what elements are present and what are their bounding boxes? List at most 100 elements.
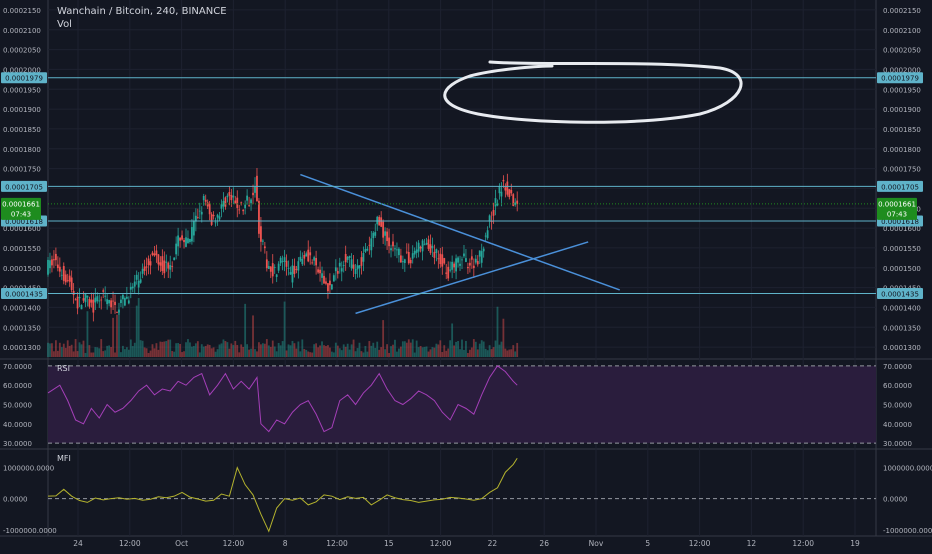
candle-body — [329, 280, 331, 286]
candle-body — [461, 259, 463, 261]
volume-bar — [502, 318, 505, 357]
candle-body — [114, 301, 116, 306]
candle-body — [120, 299, 122, 304]
volume-bar — [68, 345, 71, 357]
candle-body — [447, 266, 450, 279]
candle-body — [47, 259, 49, 275]
volume-bar — [125, 347, 128, 357]
volume-bar — [287, 344, 290, 357]
y-tick-label-left: 0.0001850 — [3, 126, 41, 134]
x-tick-label: 12:00 — [792, 539, 814, 548]
volume-bar — [275, 351, 278, 357]
volume-bar — [510, 349, 513, 357]
volume-bar — [514, 351, 517, 357]
volume-bar — [279, 345, 282, 357]
volume-bar — [506, 350, 509, 357]
candle-body — [321, 273, 323, 278]
candle-body — [465, 258, 467, 262]
volume-bar — [214, 351, 217, 357]
volume-bar — [368, 341, 371, 357]
current-price-label-right: 0.0001661 — [878, 200, 916, 208]
candle-body — [258, 200, 260, 234]
candle-body — [352, 264, 355, 269]
volume-bar — [317, 347, 319, 357]
candle-body — [72, 290, 75, 296]
volume-bar — [313, 344, 316, 357]
rsi-tick-right: 60.0000 — [883, 382, 912, 390]
volume-bar — [289, 345, 292, 357]
y-tick-label-left: 0.0001600 — [3, 225, 41, 233]
candle-body — [492, 209, 495, 216]
volume-bar — [181, 352, 183, 357]
mfi-line — [47, 457, 518, 533]
candle-body — [384, 231, 387, 236]
candle-body — [267, 266, 270, 269]
candle-body — [261, 240, 264, 242]
candle-body — [488, 215, 491, 222]
volume-bar — [191, 346, 193, 357]
volume-bar — [51, 343, 53, 357]
volume-bar — [354, 351, 357, 357]
y-tick-label-right: 0.0001400 — [883, 304, 921, 312]
candle-body — [390, 248, 392, 251]
volume-bar — [364, 345, 367, 357]
candle-body — [401, 261, 404, 263]
price-level-badge-left — [1, 288, 47, 300]
candle-body — [256, 175, 258, 202]
volume-bar — [236, 345, 239, 357]
candle-body — [411, 253, 414, 259]
volume-bar — [512, 345, 515, 357]
y-tick-label-left: 0.0001400 — [3, 304, 41, 312]
x-tick-label: 19 — [850, 539, 860, 548]
candle-body — [356, 265, 359, 270]
candle-body — [311, 262, 314, 264]
volume-bar — [415, 340, 418, 357]
candle-body — [62, 266, 65, 281]
volume-bar — [198, 352, 201, 357]
volume-bar — [472, 339, 475, 357]
candle-body — [451, 261, 454, 270]
volume-bar — [336, 345, 339, 357]
x-tick-label: Nov — [589, 539, 604, 548]
volume-bar — [451, 323, 454, 357]
candle-body — [388, 237, 390, 247]
volume-bar — [133, 342, 136, 357]
volume-bar — [74, 339, 77, 357]
candle-body — [167, 262, 170, 269]
symbol-title: Wanchain / Bitcoin, 240, BINANCE — [57, 6, 227, 17]
volume-bar — [321, 341, 323, 357]
volume-bar — [208, 344, 211, 357]
volume-bar — [388, 352, 390, 357]
candle-body — [289, 272, 292, 275]
candle-body — [232, 195, 235, 198]
candle-body — [86, 295, 89, 298]
candle-body — [60, 274, 63, 276]
volume-bar — [118, 311, 120, 357]
candle-body — [502, 179, 505, 182]
volume-bar — [204, 346, 207, 357]
mfi-tick-left: 1000000.0000 — [3, 465, 54, 473]
candle-body — [56, 264, 59, 269]
candle-body — [214, 222, 217, 224]
volume-bar — [250, 348, 252, 357]
price-level-badge-right — [877, 72, 923, 84]
volume-bar — [358, 342, 361, 357]
candle-body — [137, 280, 140, 288]
volume-bar — [504, 348, 507, 357]
volume-bar — [384, 349, 387, 357]
candle-body — [129, 286, 132, 290]
candle-body — [516, 200, 519, 204]
candle-body — [392, 241, 394, 247]
candle-body — [467, 266, 469, 269]
volume-bar — [70, 344, 73, 357]
candle-body — [459, 263, 461, 266]
volume-bar — [108, 345, 111, 357]
candle-body — [281, 261, 284, 262]
volume-bar — [433, 347, 436, 357]
price-level-badge-right — [877, 288, 923, 300]
volume-bar — [435, 343, 438, 357]
candle-body — [187, 238, 189, 244]
volume-bar — [470, 347, 473, 357]
